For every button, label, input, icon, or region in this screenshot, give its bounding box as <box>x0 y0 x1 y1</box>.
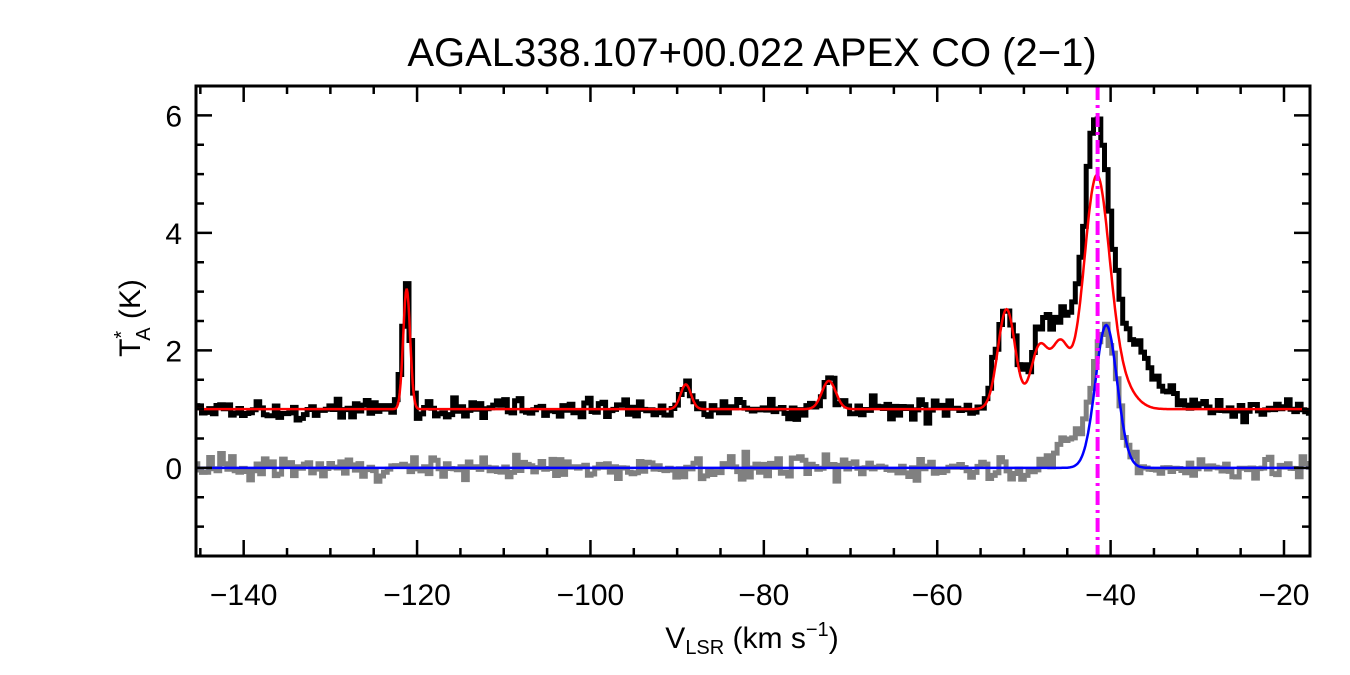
residual-spectrum-2-histogram <box>196 321 1310 484</box>
x-axis-label-main: V <box>665 622 685 655</box>
x-tick-label: −80 <box>738 579 789 612</box>
x-axis-label-rest: (km s <box>724 622 806 655</box>
x-tick-label: −100 <box>557 579 625 612</box>
y-axis-label-sup: * <box>111 331 133 339</box>
x-tick-label: −140 <box>210 579 278 612</box>
x-axis-label: VLSR (km s−1) <box>665 619 838 659</box>
y-tick-label: 0 <box>165 453 182 486</box>
y-tick-label: 6 <box>165 100 182 133</box>
x-tick-label: −120 <box>383 579 451 612</box>
y-tick-label: 2 <box>165 335 182 368</box>
y-axis-label: T*A (K) <box>111 279 155 357</box>
y-axis-label-main: T <box>114 339 147 357</box>
y-axis-label-sub: A <box>133 327 155 341</box>
y-tick-label: 4 <box>165 218 182 251</box>
x-tick-label: −60 <box>912 579 963 612</box>
x-tick-label: −40 <box>1085 579 1136 612</box>
x-tick-labels: −140 −120 −100 −80 −60 −40 −20 <box>210 579 1310 612</box>
plot-frame <box>194 84 1312 558</box>
axis-ticks <box>196 84 1310 556</box>
x-tick-label: −20 <box>1259 579 1310 612</box>
fit-1-line <box>196 173 1310 411</box>
chart-title: AGAL338.107+00.022 APEX CO (2−1) <box>407 31 1096 75</box>
x-axis-label-sub: LSR <box>685 637 724 659</box>
y-tick-labels: 0 2 4 6 <box>165 100 182 486</box>
observed-spectrum-0-histogram <box>196 116 1310 426</box>
x-axis-label-end: ) <box>829 622 839 655</box>
fit-3-line <box>196 323 1310 470</box>
x-axis-label-sup: −1 <box>806 619 829 641</box>
y-axis-label-rest: (K) <box>114 279 147 327</box>
